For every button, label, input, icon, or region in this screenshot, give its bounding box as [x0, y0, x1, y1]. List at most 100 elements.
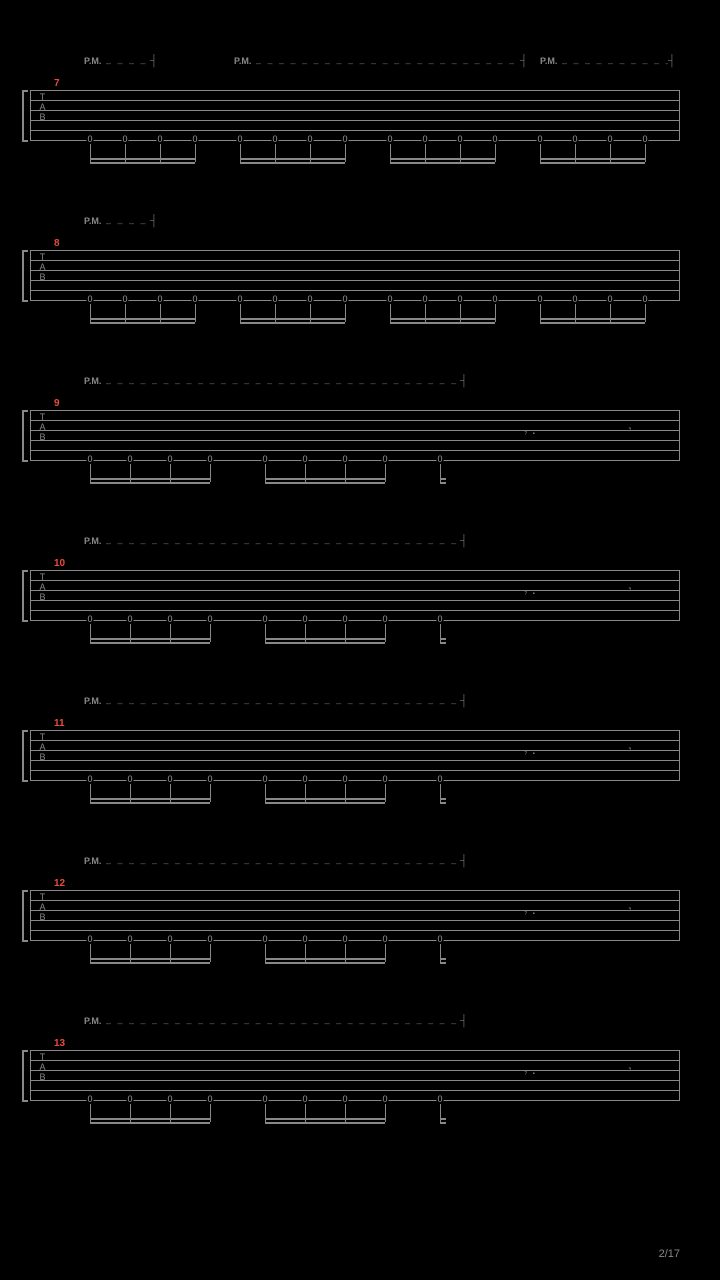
- staff-measure: P.M.– – – – – ┤P.M.– – – – – – – – – – –…: [30, 56, 680, 186]
- tab-clef: TAB: [35, 252, 50, 282]
- fret-number: 0: [261, 614, 268, 624]
- bar-number: 12: [54, 878, 65, 889]
- staff-measure: P.M.– – – – – ┤8TAB0000000000000000: [30, 216, 680, 346]
- barline: [30, 570, 31, 620]
- fret-number: 0: [156, 134, 163, 144]
- note-flag: [440, 478, 446, 480]
- note-flag: [440, 802, 446, 804]
- fret-number: 0: [456, 294, 463, 304]
- beam: [265, 798, 385, 800]
- fret-number: 0: [436, 774, 443, 784]
- tab-clef: TAB: [35, 1052, 50, 1082]
- fret-number: 0: [236, 294, 243, 304]
- fret-number: 0: [491, 294, 498, 304]
- staff-bracket: [22, 730, 28, 782]
- note-stem: [495, 304, 496, 322]
- fret-number: 0: [121, 294, 128, 304]
- palm-mute-range: – – – – – – – – – – – – – – – – – – – – …: [106, 538, 460, 548]
- staff-line: [30, 110, 680, 111]
- beam: [90, 478, 210, 480]
- palm-mute-end: ┤: [520, 55, 528, 67]
- staff-measure: P.M.– – – – – – – – – – – – – – – – – – …: [30, 856, 680, 986]
- staff-line: [30, 910, 680, 911]
- note-flag: [440, 1122, 446, 1124]
- fret-number: 0: [206, 454, 213, 464]
- beam: [90, 1118, 210, 1120]
- fret-number: 0: [86, 294, 93, 304]
- staff-line: [30, 410, 680, 411]
- staff-bracket: [22, 1050, 28, 1102]
- beam-secondary: [240, 322, 345, 324]
- palm-mute-label: P.M.: [84, 536, 101, 546]
- fret-number: 0: [386, 294, 393, 304]
- rest-symbol: 𝄾: [629, 904, 632, 917]
- staff-measure: P.M. – – – – – – – – – – – – – – – – – – …: [30, 536, 680, 666]
- fret-number: 0: [86, 1094, 93, 1104]
- palm-mute-range: – – – – – – – – – – – – – – – – – – – – …: [106, 698, 460, 708]
- fret-number: 0: [536, 134, 543, 144]
- fret-number: 0: [571, 294, 578, 304]
- staff-line: [30, 760, 680, 761]
- fret-number: 0: [436, 614, 443, 624]
- staff-line: [30, 450, 680, 451]
- barline: [679, 250, 680, 300]
- fret-number: 0: [271, 134, 278, 144]
- fret-number: 0: [206, 1094, 213, 1104]
- beam: [390, 318, 495, 320]
- fret-number: 0: [191, 294, 198, 304]
- fret-number: 0: [126, 614, 133, 624]
- tab-clef: TAB: [35, 732, 50, 762]
- fret-number: 0: [341, 1094, 348, 1104]
- note-stem: [210, 464, 211, 482]
- note-stem: [210, 784, 211, 802]
- staff-line: [30, 120, 680, 121]
- beam: [90, 958, 210, 960]
- note-stem: [195, 144, 196, 162]
- rest-symbol: 𝄾 ·: [524, 584, 536, 601]
- fret-number: 0: [261, 1094, 268, 1104]
- barline: [30, 90, 31, 140]
- barline: [679, 90, 680, 140]
- fret-number: 0: [166, 934, 173, 944]
- fret-number: 0: [381, 774, 388, 784]
- palm-mute-range: – – – – – – – – – – – – – – – – – – – – …: [256, 58, 520, 68]
- beam-secondary: [90, 322, 195, 324]
- note-flag: [440, 642, 446, 644]
- bar-number: 8: [54, 238, 60, 249]
- barline: [679, 730, 680, 780]
- staff-line: [30, 1080, 680, 1081]
- beam: [390, 158, 495, 160]
- barline: [30, 730, 31, 780]
- note-stem: [495, 144, 496, 162]
- rest-symbol: 𝄾 ·: [524, 904, 536, 921]
- fret-number: 0: [126, 454, 133, 464]
- palm-mute-label: P.M.: [84, 1016, 101, 1026]
- fret-number: 0: [166, 1094, 173, 1104]
- staff-line: [30, 610, 680, 611]
- barline: [679, 570, 680, 620]
- staff-line: [30, 1090, 680, 1091]
- fret-number: 0: [341, 774, 348, 784]
- fret-number: 0: [436, 1094, 443, 1104]
- fret-number: 0: [126, 774, 133, 784]
- beam-secondary: [540, 162, 645, 164]
- staff-line: [30, 1060, 680, 1061]
- staff-line: [30, 90, 680, 91]
- fret-number: 0: [261, 454, 268, 464]
- note-stem: [195, 304, 196, 322]
- palm-mute-label: P.M.: [84, 696, 101, 706]
- fret-number: 0: [166, 454, 173, 464]
- fret-number: 0: [206, 774, 213, 784]
- note-flag: [440, 962, 446, 964]
- fret-number: 0: [86, 774, 93, 784]
- palm-mute-end: ┤: [460, 695, 468, 707]
- staff-line: [30, 920, 680, 921]
- staff-line: [30, 440, 680, 441]
- fret-number: 0: [381, 614, 388, 624]
- staff-line: [30, 580, 680, 581]
- bar-number: 7: [54, 78, 60, 89]
- rest-symbol: 𝄾 ·: [524, 744, 536, 761]
- fret-number: 0: [421, 294, 428, 304]
- fret-number: 0: [236, 134, 243, 144]
- palm-mute-range: – – – – – – – – – – – – – – – – – – – – …: [106, 1018, 460, 1028]
